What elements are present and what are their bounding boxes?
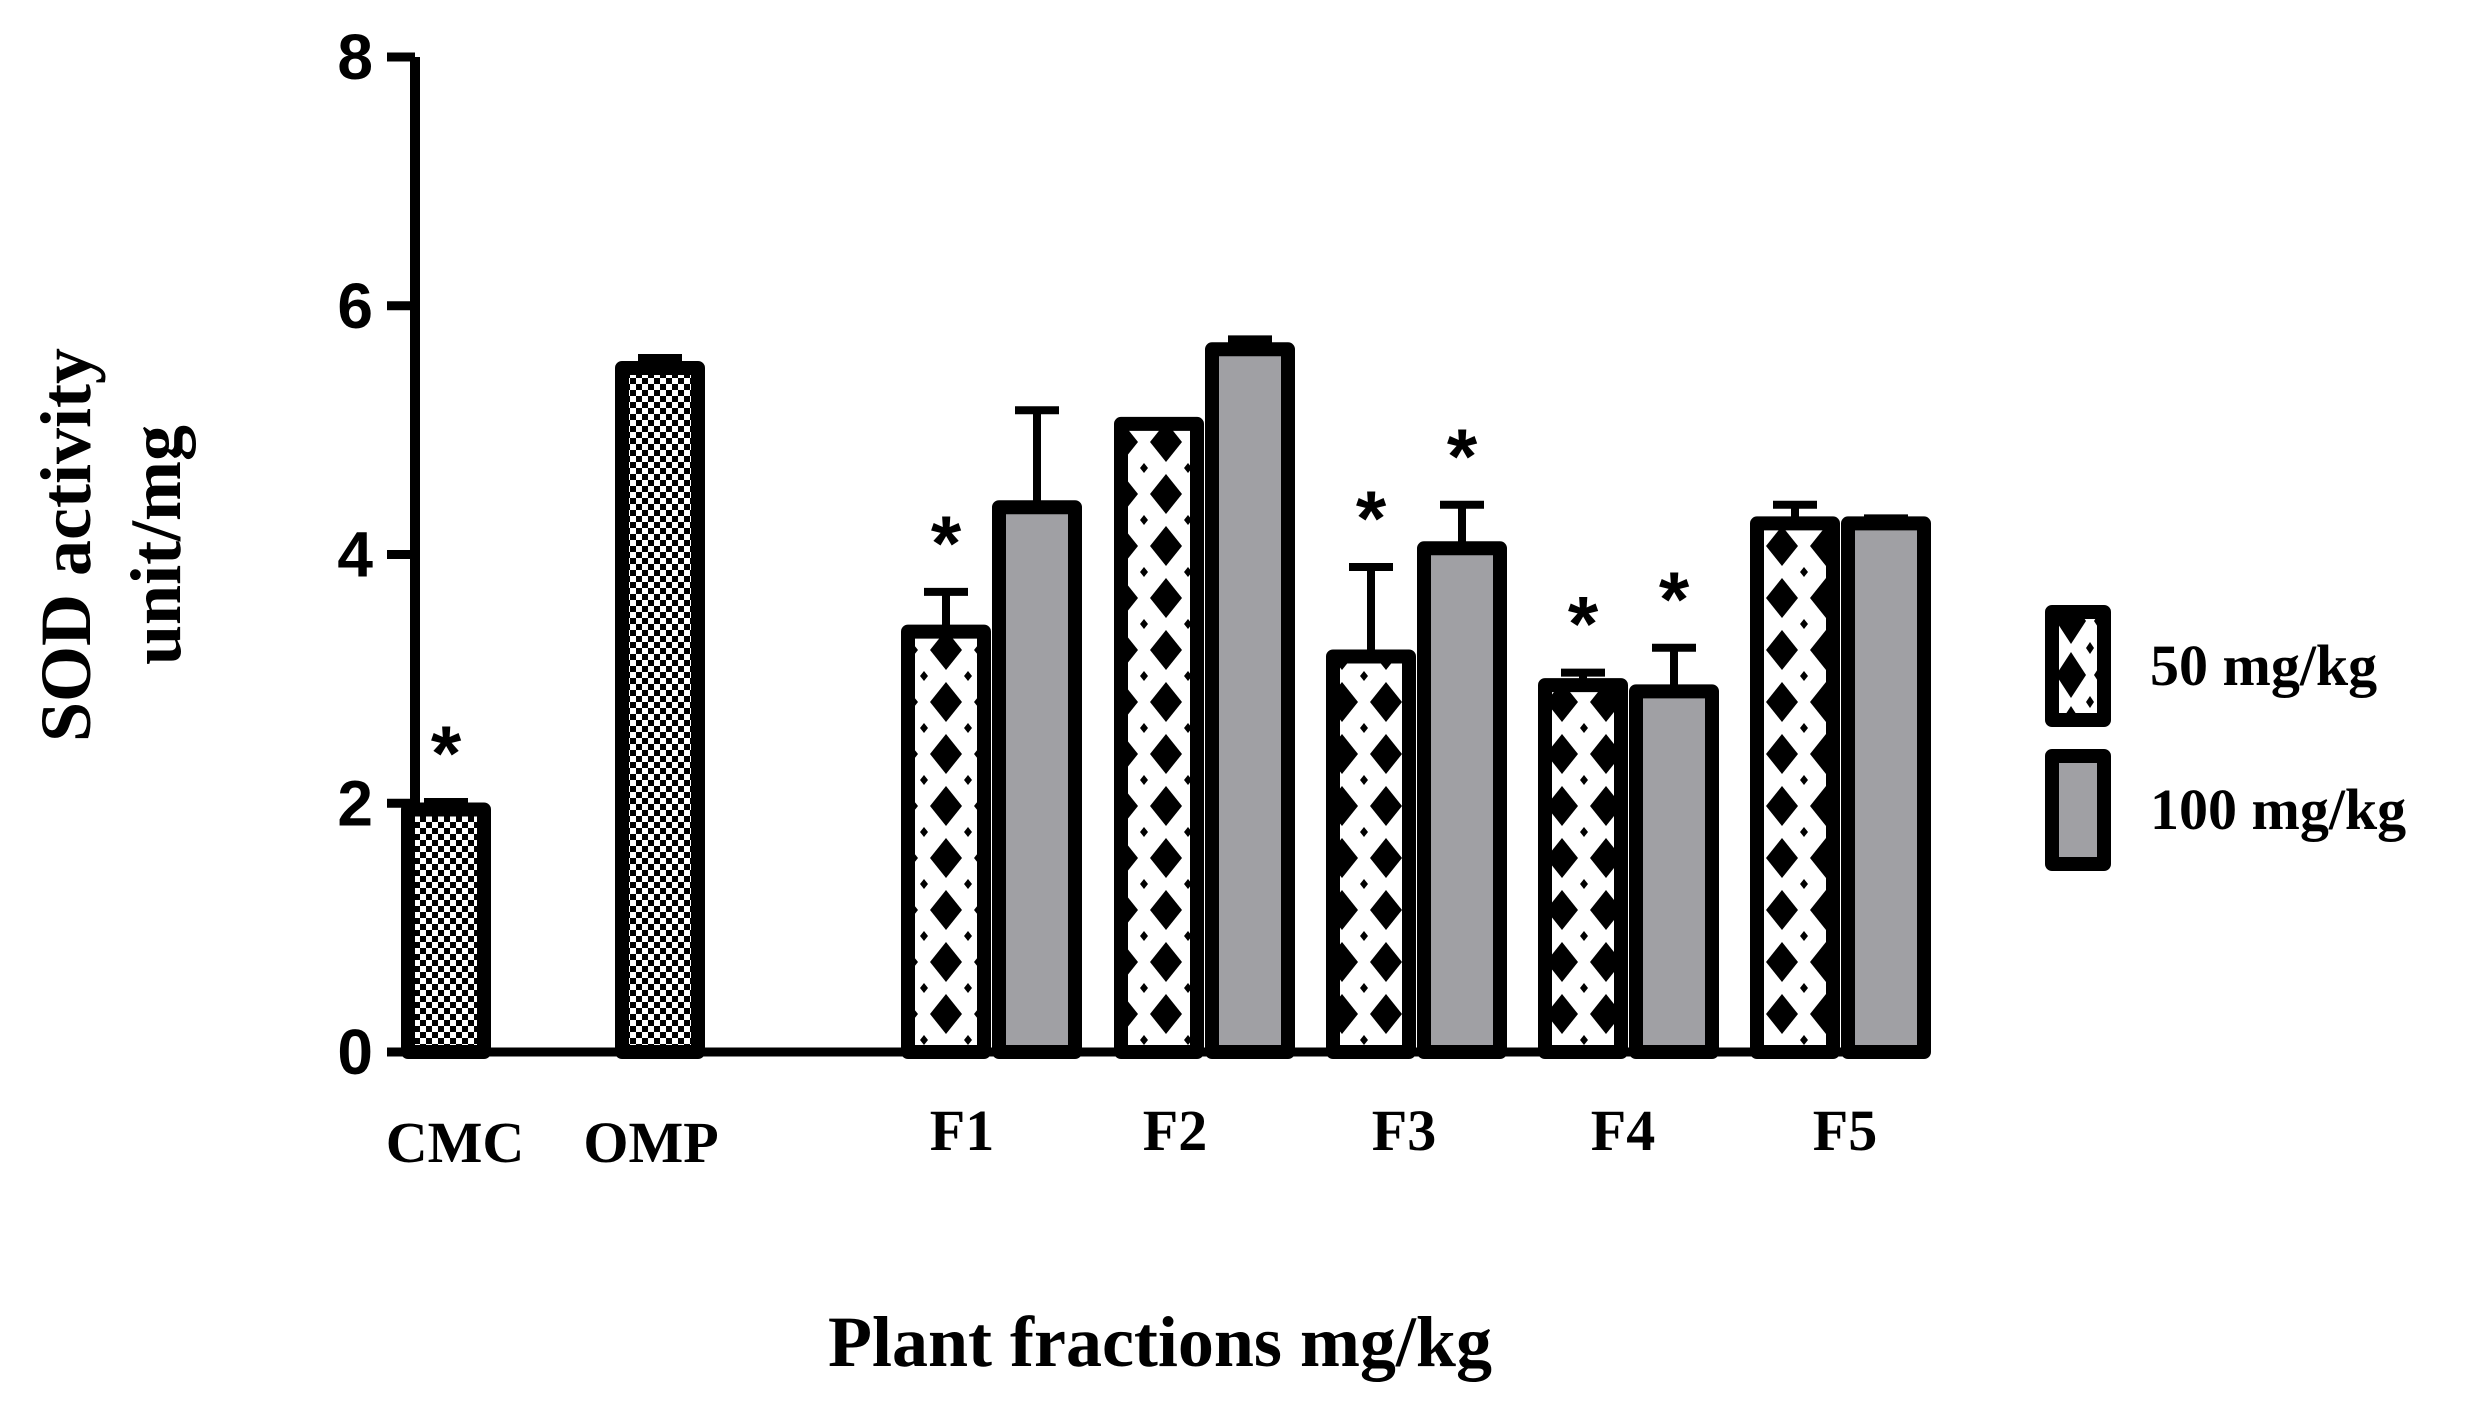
- legend-label: 50 mg/kg: [2150, 633, 2377, 698]
- significance-star: *: [431, 709, 462, 797]
- x-tick-label: F4: [1591, 1098, 1655, 1163]
- x-axis-title: Plant fractions mg/kg: [828, 1302, 1492, 1382]
- bar-f5-series-2: [1841, 516, 1931, 1059]
- bar-f4-series-1: [1538, 678, 1628, 1059]
- legend-swatch: [2045, 749, 2111, 871]
- bar-f2-series-1: [1114, 416, 1204, 1059]
- y-tick-label: 4: [337, 519, 373, 591]
- bar-omp: [615, 360, 705, 1059]
- x-tick-label: F2: [1143, 1098, 1207, 1163]
- x-tick-label: F5: [1813, 1098, 1877, 1163]
- bar-f3-series-1: [1326, 649, 1416, 1059]
- y-tick-label: 6: [337, 270, 373, 342]
- y-tick-label: 0: [337, 1016, 373, 1088]
- significance-star: *: [1356, 474, 1387, 562]
- x-tick-label: F1: [930, 1098, 994, 1163]
- significance-star: *: [1659, 555, 1690, 643]
- bar-f3-series-2: [1417, 541, 1507, 1059]
- x-tick-label: CMC: [386, 1110, 525, 1175]
- y-axis-title: SOD activity unit/mg: [26, 348, 196, 742]
- x-tick-label: F3: [1372, 1098, 1436, 1163]
- y-tick-label: 8: [337, 21, 373, 93]
- bar-f4-series-2: [1629, 684, 1719, 1059]
- bars: [401, 335, 1931, 1059]
- legend-label: 100 mg/kg: [2150, 777, 2406, 842]
- labels: * CMC OMP * F1 F2 * * F3 * * F4 F5 SOD activity unit/m…: [26, 348, 1877, 1382]
- legend: 50 mg/kg 100 mg/kg: [2045, 605, 2406, 871]
- significance-star: *: [1447, 412, 1478, 500]
- bar-f5-series-1: [1750, 516, 1840, 1059]
- y-axis-title-line: SOD activity: [26, 348, 106, 742]
- y-axis-title-line: unit/mg: [116, 425, 196, 665]
- bar-cmc: [401, 802, 491, 1059]
- significance-star: *: [1568, 580, 1599, 668]
- x-tick-label: OMP: [583, 1110, 718, 1175]
- bar-f1-series-2: [992, 500, 1082, 1059]
- legend-swatch: [2045, 605, 2111, 727]
- y-tick-label: 2: [337, 767, 373, 839]
- significance-star: *: [931, 499, 962, 587]
- bar-f1-series-1: [901, 624, 991, 1059]
- bar-f2-series-2: [1205, 342, 1295, 1059]
